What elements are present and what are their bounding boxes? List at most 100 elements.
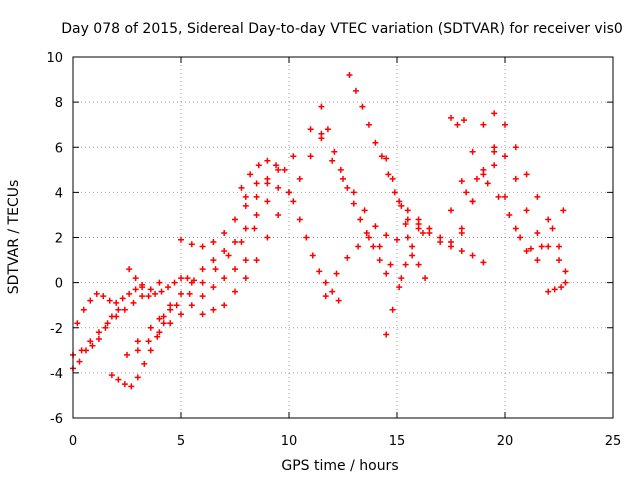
series-arc-20 bbox=[404, 207, 487, 266]
data-point bbox=[139, 284, 146, 291]
y-tick-label: 10 bbox=[46, 51, 63, 66]
data-point bbox=[409, 252, 416, 259]
data-point bbox=[318, 135, 325, 142]
data-point bbox=[147, 324, 154, 331]
data-point bbox=[355, 243, 362, 250]
data-point bbox=[210, 284, 217, 291]
series-arc-8 bbox=[156, 198, 271, 322]
data-point bbox=[264, 157, 271, 164]
data-point bbox=[495, 193, 502, 200]
data-point bbox=[396, 284, 403, 291]
data-point bbox=[78, 347, 85, 354]
data-point bbox=[74, 320, 81, 327]
data-point bbox=[253, 180, 260, 187]
data-point bbox=[534, 193, 541, 200]
data-point bbox=[491, 144, 498, 151]
data-point bbox=[376, 257, 383, 264]
series-arc-2 bbox=[74, 281, 146, 327]
data-point bbox=[156, 329, 163, 336]
data-point bbox=[296, 216, 303, 223]
series-arc-27 bbox=[545, 279, 569, 295]
series-arc-25 bbox=[463, 175, 567, 252]
data-point bbox=[115, 306, 122, 313]
series-arc-6 bbox=[124, 257, 249, 358]
data-point bbox=[387, 261, 394, 268]
data-point bbox=[255, 162, 262, 169]
data-point bbox=[538, 243, 545, 250]
data-point bbox=[402, 261, 409, 268]
x-tick-label: 10 bbox=[281, 434, 298, 449]
data-point bbox=[350, 200, 357, 207]
data-point bbox=[469, 198, 476, 205]
series-arc-18 bbox=[383, 261, 409, 338]
data-point bbox=[363, 229, 370, 236]
data-point bbox=[331, 148, 338, 155]
x-tick-label: 15 bbox=[389, 434, 406, 449]
y-tick-label: -6 bbox=[50, 412, 63, 427]
data-point bbox=[469, 252, 476, 259]
data-point bbox=[238, 184, 245, 191]
data-point bbox=[264, 175, 271, 182]
data-point bbox=[104, 320, 111, 327]
data-point bbox=[404, 234, 411, 241]
data-point bbox=[199, 266, 206, 273]
data-point bbox=[95, 329, 102, 336]
data-point bbox=[273, 162, 280, 169]
data-point bbox=[534, 257, 541, 264]
data-point bbox=[242, 193, 249, 200]
data-point bbox=[87, 297, 94, 304]
x-tick-label: 20 bbox=[497, 434, 514, 449]
data-point bbox=[281, 166, 288, 173]
data-point bbox=[154, 333, 161, 340]
series-arc-19 bbox=[322, 229, 426, 300]
data-point bbox=[322, 293, 329, 300]
data-point bbox=[242, 257, 249, 264]
data-point bbox=[329, 288, 336, 295]
data-point bbox=[95, 336, 102, 343]
series-arc-10 bbox=[199, 189, 292, 318]
data-point bbox=[303, 234, 310, 241]
data-point bbox=[134, 374, 141, 381]
data-point bbox=[134, 338, 141, 345]
data-point bbox=[178, 236, 184, 243]
data-point bbox=[113, 299, 120, 306]
y-tick-label: 4 bbox=[55, 186, 63, 201]
data-point bbox=[422, 275, 429, 282]
data-point bbox=[545, 243, 552, 250]
data-point bbox=[335, 297, 342, 304]
data-point bbox=[106, 297, 113, 304]
data-point bbox=[484, 180, 491, 187]
data-point bbox=[372, 139, 379, 146]
data-point bbox=[225, 252, 232, 259]
y-axis-label: SDTVAR / TECUs bbox=[6, 180, 22, 295]
series-arc-17 bbox=[383, 155, 429, 282]
data-point bbox=[80, 306, 87, 313]
data-point bbox=[318, 103, 325, 110]
data-point bbox=[160, 313, 167, 320]
series-arc-26 bbox=[491, 162, 541, 264]
series-arc-23 bbox=[448, 110, 562, 250]
data-point bbox=[398, 202, 405, 209]
data-point bbox=[199, 293, 206, 300]
data-point bbox=[242, 202, 249, 209]
data-point bbox=[232, 266, 238, 273]
data-point bbox=[132, 286, 139, 293]
data-point bbox=[491, 162, 498, 169]
data-point bbox=[275, 166, 282, 173]
data-point bbox=[173, 302, 180, 309]
data-point bbox=[383, 155, 390, 162]
series-arc-15 bbox=[318, 103, 390, 277]
data-point bbox=[404, 216, 411, 223]
series-arc-12 bbox=[242, 130, 325, 200]
data-point bbox=[502, 193, 508, 200]
data-point bbox=[251, 225, 258, 232]
data-point bbox=[463, 189, 470, 196]
data-point bbox=[275, 211, 282, 218]
data-point bbox=[247, 171, 254, 178]
data-point bbox=[402, 220, 409, 227]
series-arc-24 bbox=[458, 144, 569, 275]
series-arc-5 bbox=[108, 306, 174, 390]
y-tick-label: -2 bbox=[50, 322, 63, 337]
series-arc-22 bbox=[448, 114, 467, 128]
data-point bbox=[87, 338, 94, 345]
